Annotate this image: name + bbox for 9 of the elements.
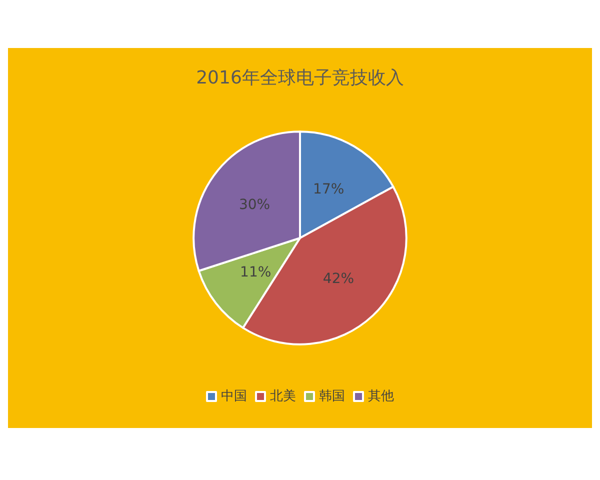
chart-title: 2016年全球电子竞技收入 [196,68,404,88]
data-label: 42% [322,270,354,287]
data-label: 11% [240,264,272,280]
legend-label: 中国 [221,389,247,404]
legend-label: 北美 [270,388,296,404]
data-label: 17% [313,182,344,198]
data-label: 30% [238,196,270,213]
legend-label: 韩国 [319,389,345,404]
legend-label: 其他 [368,389,394,404]
